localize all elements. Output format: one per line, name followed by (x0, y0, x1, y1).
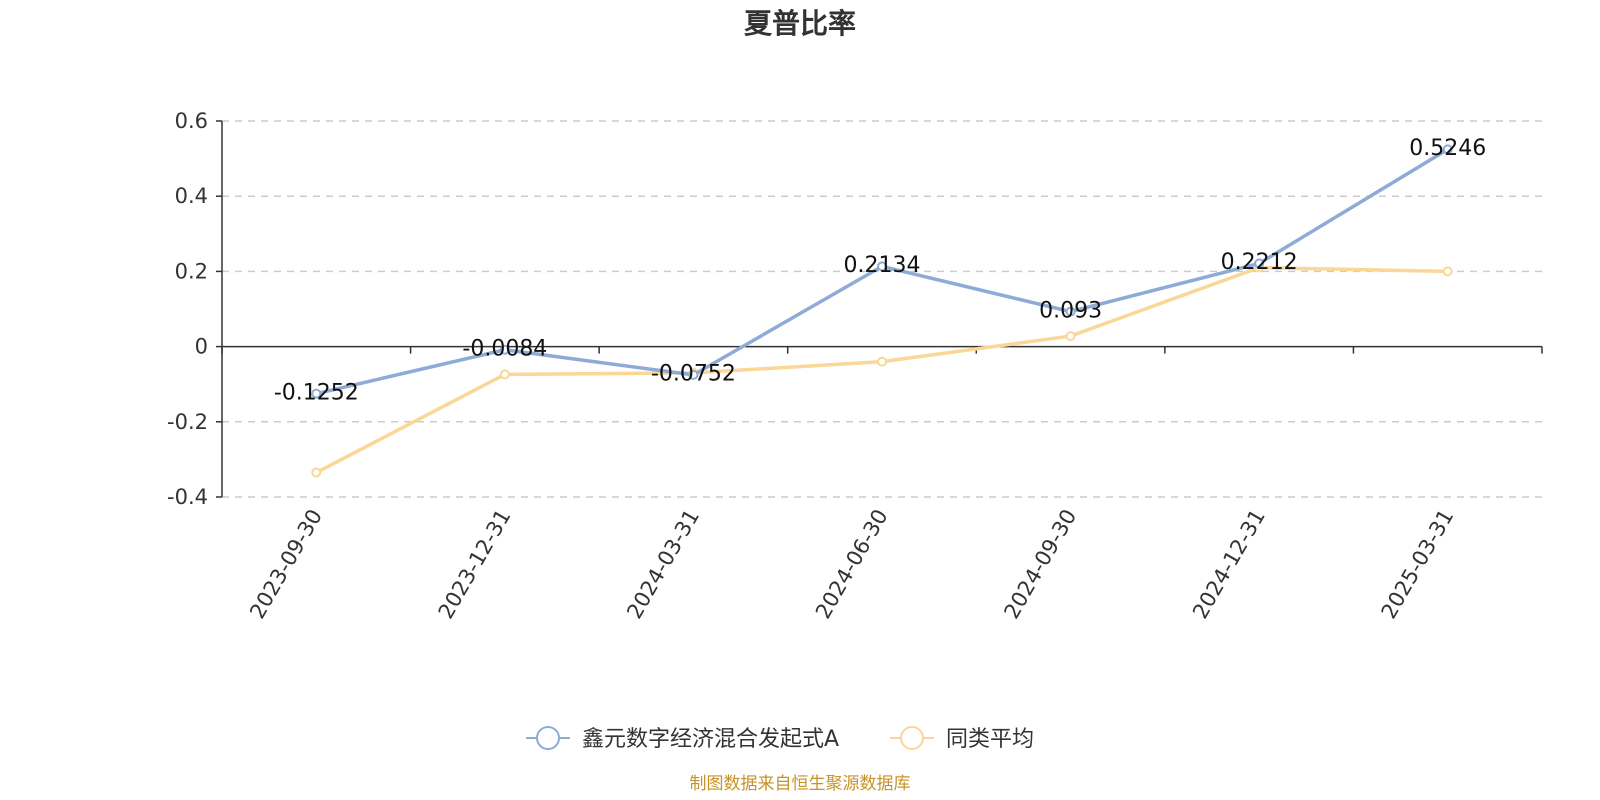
y-axis-ticks: 0.6 0.4 0.2 0 -0.2 -0.4 (167, 109, 222, 509)
x-tick-label: 2023-09-30 (245, 505, 327, 623)
data-point (688, 369, 699, 380)
data-point (499, 369, 510, 380)
y-tick-label: 0.6 (175, 109, 208, 133)
axes (221, 121, 1543, 497)
legend: 鑫元数字经济混合发起式A 同类平均 (526, 726, 1034, 752)
data-point (311, 467, 322, 478)
data-label: -0.0752 (651, 362, 736, 387)
data-point (1065, 331, 1076, 342)
chart-title: 夏普比率 (744, 7, 856, 40)
data-point (877, 356, 887, 367)
series-line (315, 265, 1448, 475)
y-tick-label: -0.2 (167, 410, 208, 434)
y-tick-label: -0.4 (167, 485, 208, 509)
data-labels: -0.1252 -0.0084 -0.0752 0.2134 0.093 0.2212 0.… (274, 136, 1486, 405)
data-label: -0.0084 (462, 336, 547, 361)
x-tick-label: 2024-03-31 (622, 505, 704, 623)
data-label: 0.093 (1039, 298, 1102, 323)
data-point (1442, 144, 1453, 155)
y-tick-label: 0.2 (175, 259, 208, 283)
grid-lines (222, 120, 1542, 498)
data-label: -0.1252 (274, 380, 359, 405)
x-tick-label: 2024-12-31 (1188, 505, 1270, 623)
data-point (1254, 258, 1265, 269)
data-label: 0.5246 (1409, 136, 1486, 161)
x-tick-label: 2025-03-31 (1377, 505, 1459, 623)
legend-label: 同类平均 (946, 727, 1034, 752)
data-point (1065, 306, 1076, 317)
legend-item[interactable]: 同类平均 (890, 726, 1034, 752)
data-label: 0.2134 (844, 253, 921, 278)
legend-label: 鑫元数字经济混合发起式A (582, 727, 839, 752)
legend-circle-icon (900, 726, 924, 750)
data-point (877, 261, 887, 272)
legend-item[interactable]: 鑫元数字经济混合发起式A (526, 726, 839, 752)
data-point (311, 388, 322, 399)
data-source-note: 制图数据来自恒生聚源数据库 (690, 774, 911, 794)
y-tick-label: 0 (195, 335, 208, 359)
x-tick-label: 2024-06-30 (811, 505, 893, 623)
data-label: 0.2212 (1221, 250, 1298, 275)
x-tick-label: 2024-09-30 (999, 505, 1081, 623)
y-tick-label: 0.4 (175, 184, 208, 208)
data-point (499, 344, 510, 355)
legend-circle-icon (536, 726, 560, 750)
series-layer (311, 144, 1453, 478)
data-point (1442, 266, 1453, 277)
x-axis-ticks: 2023-09-30 2023-12-31 2024-03-31 2024-06-30… (245, 505, 1458, 623)
x-tick-label: 2023-12-31 (434, 505, 516, 623)
